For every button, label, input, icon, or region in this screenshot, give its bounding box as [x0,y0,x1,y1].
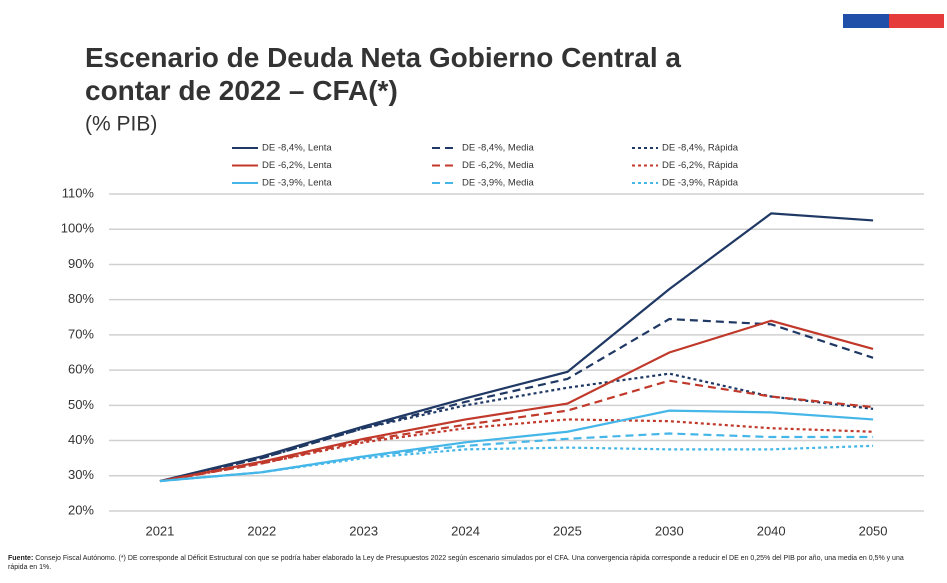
y-tick-label: 70% [68,326,94,341]
legend-label: DE -8,4%, Lenta [262,143,332,154]
series-line [159,432,874,483]
title-line: Escenario de Deuda Neta Gobierno Central… [85,42,681,73]
legend-label: DE -3,9%, Media [462,178,535,189]
footnote: Fuente: Consejo Fiscal Autónomo. (*) DE … [8,554,908,572]
y-tick-label: 50% [68,397,94,412]
title-line: contar de 2022 – CFA(*) [85,75,398,106]
y-tick-label: 30% [68,467,94,482]
x-tick-label: 2023 [349,523,378,538]
source-label: Fuente: [8,555,34,562]
x-tick-label: 2050 [859,523,888,538]
x-tick-label: 2025 [553,523,582,538]
legend-label: DE -8,4%, Rápida [662,143,739,154]
series-line [159,372,874,483]
series-line [159,418,874,483]
series-line [159,212,874,483]
x-tick-label: 2040 [757,523,786,538]
x-tick-label: 2021 [145,523,174,538]
y-tick-label: 90% [68,256,94,271]
x-tick-label: 2022 [247,523,276,538]
series-line [159,444,874,483]
legend-label: DE -8,4%, Media [462,143,535,154]
legend-label: DE -6,2%, Rápida [662,160,739,171]
chart: Escenario de Deuda Neta Gobierno Central… [61,14,944,538]
x-tick-label: 2030 [655,523,684,538]
legend-label: DE -3,9%, Rápida [662,178,739,189]
legend-label: DE -3,9%, Lenta [262,178,332,189]
y-tick-label: 100% [61,221,95,236]
y-tick-label: 110% [62,185,95,200]
legend-label: DE -6,2%, Media [462,160,535,171]
flag-red [889,14,944,28]
chart-subtitle: (% PIB) [85,113,157,136]
y-tick-label: 40% [68,432,94,447]
y-tick-label: 80% [68,291,94,306]
series-line [159,319,874,483]
y-tick-label: 20% [68,502,94,517]
x-tick-label: 2024 [451,523,480,538]
source-text: Consejo Fiscal Autónomo. (*) DE correspo… [8,555,904,571]
y-tick-label: 60% [68,362,94,377]
flag-blue [843,14,889,28]
chart-title: Escenario de Deuda Neta Gobierno Central… [85,42,681,106]
legend-label: DE -6,2%, Lenta [262,160,332,171]
